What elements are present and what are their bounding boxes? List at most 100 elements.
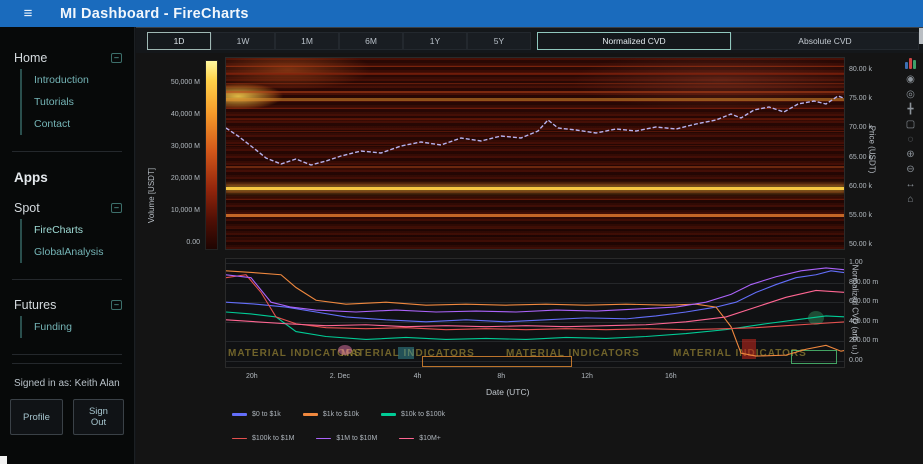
price-line-chart bbox=[226, 95, 844, 166]
material-indicators-watermark: MATERIAL INDICATORS bbox=[228, 348, 362, 359]
legend-swatch-icon bbox=[232, 437, 247, 440]
legend-label: $0 to $1k bbox=[252, 411, 281, 418]
chart-annotation-ellipse bbox=[808, 311, 824, 325]
liquidity-band bbox=[226, 166, 844, 169]
camera-icon[interactable]: ◉ bbox=[906, 74, 915, 85]
chart-annotation-rect bbox=[398, 347, 414, 359]
liquidity-heatmap[interactable] bbox=[225, 57, 845, 250]
sidebar-item-introduction[interactable]: Introduction bbox=[34, 74, 89, 86]
range-button-1w[interactable]: 1W bbox=[211, 31, 275, 50]
sidebar-section-label: Apps bbox=[14, 170, 48, 185]
liquidity-band bbox=[226, 90, 844, 93]
material-indicators-watermark: MATERIAL INDICATORS bbox=[506, 348, 640, 359]
collapse-icon[interactable]: – bbox=[111, 300, 122, 310]
mode-button-absolute-cvd[interactable]: Absolute CVD bbox=[731, 31, 919, 50]
sidebar-item-funding[interactable]: Funding bbox=[34, 321, 72, 333]
material-indicators-watermark: MATERIAL INDICATORS bbox=[673, 348, 807, 359]
sidebar-section-futures: Futures – Funding bbox=[0, 288, 134, 346]
legend-swatch-icon bbox=[232, 413, 247, 416]
sidebar-section-label[interactable]: Home bbox=[14, 51, 48, 65]
legend-label: $1M to $10M bbox=[336, 435, 378, 442]
price-axis-title: Price (USDT) bbox=[867, 125, 877, 174]
date-tick: 8h bbox=[497, 373, 506, 380]
legend-label: $100k to $1M bbox=[252, 435, 295, 442]
sidebar-section-home: Home – Introduction Tutorials Contact bbox=[0, 41, 134, 143]
legend-item[interactable]: $100k to $1M bbox=[232, 435, 294, 442]
cvd-tick: 0.00 bbox=[849, 357, 863, 364]
price-tick: 60.00 k bbox=[849, 182, 872, 190]
legend-label: $1k to $10k bbox=[322, 411, 360, 418]
date-axis-title: Date (UTC) bbox=[486, 387, 530, 397]
gridline bbox=[226, 361, 844, 362]
legend-item[interactable]: $10k to $100k bbox=[381, 411, 445, 418]
profile-button[interactable]: Profile bbox=[10, 399, 63, 435]
divider bbox=[12, 151, 122, 152]
collapse-icon[interactable]: – bbox=[111, 203, 122, 213]
range-button-6m[interactable]: 6M bbox=[339, 31, 403, 50]
volume-tick: 20,000 M bbox=[170, 175, 200, 182]
hamburger-menu-icon[interactable]: ≡ bbox=[18, 6, 38, 22]
range-button-5y[interactable]: 5Y bbox=[467, 31, 531, 50]
plotly-logo-icon[interactable] bbox=[905, 58, 916, 69]
liquidity-band bbox=[226, 227, 844, 229]
range-button-1m[interactable]: 1M bbox=[275, 31, 339, 50]
legend-label: $10k to $100k bbox=[401, 411, 445, 418]
sidebar-item-firecharts[interactable]: FireCharts bbox=[34, 224, 84, 236]
zoom-icon[interactable]: ◎ bbox=[906, 89, 915, 100]
scrollbar-thumb[interactable] bbox=[919, 28, 923, 44]
liquidity-band bbox=[226, 213, 844, 217]
liquidity-band bbox=[226, 117, 844, 120]
volume-tick: 0.00 bbox=[186, 239, 200, 246]
sidebar-item-contact[interactable]: Contact bbox=[34, 118, 71, 130]
liquidity-band bbox=[226, 97, 844, 101]
volume-tick: 10,000 M bbox=[170, 207, 200, 214]
price-tick: 75.00 k bbox=[849, 95, 872, 103]
liquidity-band bbox=[226, 131, 844, 133]
sidebar-section-label[interactable]: Spot bbox=[14, 201, 40, 215]
liquidity-band bbox=[226, 73, 844, 76]
legend-item[interactable]: $0 to $1k bbox=[232, 411, 281, 418]
liquidity-band bbox=[226, 186, 844, 190]
normalized-cvd-chart[interactable]: MATERIAL INDICATORS MATERIAL INDICATORS MA… bbox=[225, 258, 845, 368]
range-button-1y[interactable]: 1Y bbox=[403, 31, 467, 50]
chart-annotation-outline bbox=[791, 350, 837, 364]
legend-swatch-icon bbox=[302, 413, 318, 416]
legend-item[interactable]: $1M to $10M bbox=[316, 435, 377, 442]
volume-tick: 50,000 M bbox=[170, 79, 200, 86]
cvd-tick: 1.00 bbox=[849, 259, 863, 266]
volume-tick: 40,000 M bbox=[170, 111, 200, 118]
pan-icon[interactable]: ╋ bbox=[907, 104, 914, 115]
price-tick: 70.00 k bbox=[849, 124, 872, 132]
sign-out-button[interactable]: Sign Out bbox=[72, 399, 124, 435]
sidebar: Home – Introduction Tutorials Contact Apps Spo… bbox=[0, 27, 135, 464]
date-tick: 4h bbox=[413, 373, 422, 380]
sidebar-section-apps: Apps bbox=[0, 160, 134, 191]
collapse-icon[interactable]: – bbox=[111, 53, 122, 63]
price-tick: 50.00 k bbox=[849, 241, 872, 249]
chart-annotation-outline bbox=[422, 356, 572, 367]
cvd-mode-group: Normalized CVD Absolute CVD bbox=[537, 31, 919, 50]
reset-axes-icon[interactable]: ⌂ bbox=[907, 194, 914, 205]
legend-item[interactable]: $1k to $10k bbox=[302, 411, 360, 418]
chart-toolbar: 1D 1W 1M 6M 1Y 5Y Normalized CVD Absolute CVD bbox=[136, 27, 923, 53]
liquidity-band bbox=[226, 65, 844, 67]
liquidity-band bbox=[226, 144, 844, 146]
zoom-in-icon[interactable]: ⊕ bbox=[906, 149, 915, 160]
box-select-icon[interactable]: ▢ bbox=[905, 119, 916, 130]
price-tick: 55.00 k bbox=[849, 212, 872, 219]
cvd-tick: 200.00 m bbox=[849, 337, 879, 345]
app-header: ≡ MI Dashboard - FireCharts bbox=[0, 0, 923, 27]
range-button-1d[interactable]: 1D bbox=[147, 31, 211, 50]
liquidity-band bbox=[226, 83, 844, 85]
chart-area: Volume [USDT] 50,000 M 40,000 M 30,000 M 20… bbox=[136, 53, 923, 464]
divider bbox=[12, 363, 122, 364]
zoom-out-icon[interactable]: ⊖ bbox=[906, 164, 915, 175]
sidebar-section-label[interactable]: Futures bbox=[14, 298, 57, 312]
sidebar-item-tutorials[interactable]: Tutorials bbox=[34, 96, 74, 108]
mode-button-normalized-cvd[interactable]: Normalized CVD bbox=[537, 31, 731, 50]
sidebar-item-globalanalysis[interactable]: GlobalAnalysis bbox=[34, 246, 104, 258]
liquidity-band bbox=[226, 237, 844, 239]
legend-item[interactable]: $10M+ bbox=[399, 435, 441, 442]
autoscale-icon[interactable]: ↔ bbox=[905, 179, 916, 190]
lasso-select-icon[interactable]: ◌ bbox=[907, 134, 914, 145]
